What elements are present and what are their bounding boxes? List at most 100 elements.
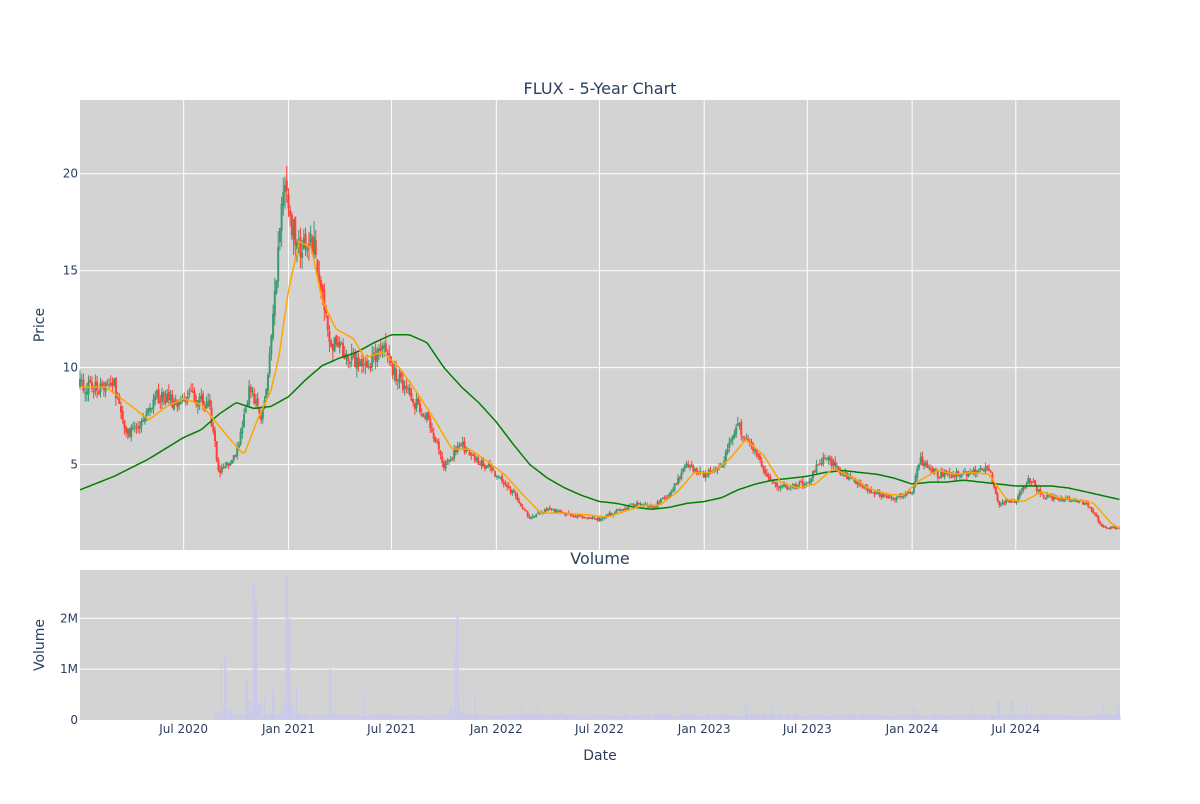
volume-bar — [253, 582, 255, 720]
candle-down — [1039, 488, 1042, 494]
candle-up — [1022, 486, 1025, 491]
volume-bar — [137, 718, 139, 720]
volume-bar — [850, 714, 852, 720]
volume-bar — [1055, 715, 1057, 720]
volume-bar — [941, 713, 943, 720]
candle-down — [595, 519, 598, 521]
volume-bar — [683, 714, 685, 720]
candle-up — [1032, 481, 1035, 483]
candle-down — [583, 517, 586, 519]
volume-bar — [949, 714, 951, 720]
volume-bar — [1009, 714, 1011, 720]
x-axis-label: Date — [583, 748, 616, 764]
candle-down — [892, 498, 895, 500]
volume-bar — [96, 719, 98, 720]
candle-down — [335, 335, 338, 345]
volume-bar — [119, 718, 121, 720]
candle-up — [729, 439, 732, 442]
volume-bar — [1113, 714, 1115, 720]
volume-bar — [1024, 715, 1026, 720]
candle-up — [1046, 494, 1049, 498]
candle-up — [876, 492, 879, 494]
candle-down — [417, 398, 420, 405]
volume-bar — [1010, 716, 1012, 720]
candle-up — [181, 399, 184, 401]
candle-up — [863, 485, 866, 488]
candle-down — [747, 438, 750, 442]
volume-bar — [570, 715, 572, 720]
volume-bar — [942, 714, 944, 720]
volume-bar — [799, 715, 801, 720]
volume-bar — [336, 714, 338, 720]
volume-bar — [674, 716, 676, 720]
candle-up — [591, 516, 594, 519]
volume-bar — [807, 715, 809, 720]
volume-bar — [1104, 715, 1106, 720]
volume-bar — [934, 715, 936, 720]
volume-bar — [735, 714, 737, 720]
candle-down — [482, 460, 485, 467]
volume-bar — [1015, 714, 1017, 720]
volume-bar — [757, 713, 759, 720]
candle-down — [548, 507, 551, 510]
volume-bar — [938, 713, 940, 720]
volume-bar — [314, 716, 316, 720]
candle-down — [989, 471, 992, 473]
volume-bar — [1028, 716, 1030, 720]
volume-bar — [1067, 714, 1069, 720]
chart-title: FLUX - 5-Year Chart — [524, 79, 677, 98]
volume-bar — [1076, 716, 1078, 720]
candle-up — [155, 391, 158, 396]
candle-up — [596, 517, 599, 521]
volume-bar — [892, 715, 894, 720]
volume-bar — [766, 715, 768, 720]
volume-bar — [494, 714, 496, 720]
volume-bar — [1060, 715, 1062, 720]
volume-bar — [1061, 715, 1063, 720]
volume-bar — [146, 719, 148, 720]
volume-bar — [1003, 716, 1005, 720]
volume-bar — [723, 715, 725, 720]
candle-up — [378, 348, 381, 352]
volume-bar — [102, 719, 104, 720]
long-moving-average-line — [79, 333, 1120, 510]
volume-bar — [554, 713, 556, 720]
volume-bar — [308, 716, 310, 720]
candle-up — [236, 447, 239, 457]
candle-down — [524, 509, 527, 512]
volume-bar — [1092, 713, 1094, 720]
volume-bar — [154, 718, 156, 720]
candle-up — [282, 192, 285, 206]
candle-down — [1099, 521, 1102, 524]
volume-bar — [744, 704, 746, 720]
volume-bar — [602, 714, 604, 720]
volume-bar — [188, 718, 190, 720]
candle-up — [888, 497, 891, 499]
candle-down — [1034, 480, 1037, 487]
volume-bar — [160, 718, 162, 720]
volume-bar — [876, 715, 878, 720]
volume-bar — [431, 716, 433, 720]
candle-down — [1006, 500, 1009, 502]
candle-up — [1076, 500, 1079, 503]
candle-down — [357, 357, 360, 367]
volume-bar — [1031, 716, 1033, 720]
volume-bar — [1056, 715, 1058, 720]
volume-bar — [688, 714, 690, 720]
candle-up — [266, 374, 269, 391]
candle-up — [842, 474, 845, 476]
volume-bar — [937, 714, 939, 720]
volume-bar — [385, 714, 387, 720]
candle-down — [1114, 526, 1117, 530]
candle-up — [958, 476, 961, 478]
candle-down — [743, 439, 746, 441]
volume-bar — [489, 716, 491, 720]
candle-down — [213, 430, 216, 442]
volume-bar — [1006, 714, 1008, 720]
volume-bar — [305, 713, 307, 720]
volume-bar — [1089, 714, 1091, 720]
volume-bar — [721, 713, 723, 720]
volume-bar — [628, 716, 630, 720]
volume-bar — [637, 713, 639, 720]
volume-bar — [1043, 715, 1045, 720]
